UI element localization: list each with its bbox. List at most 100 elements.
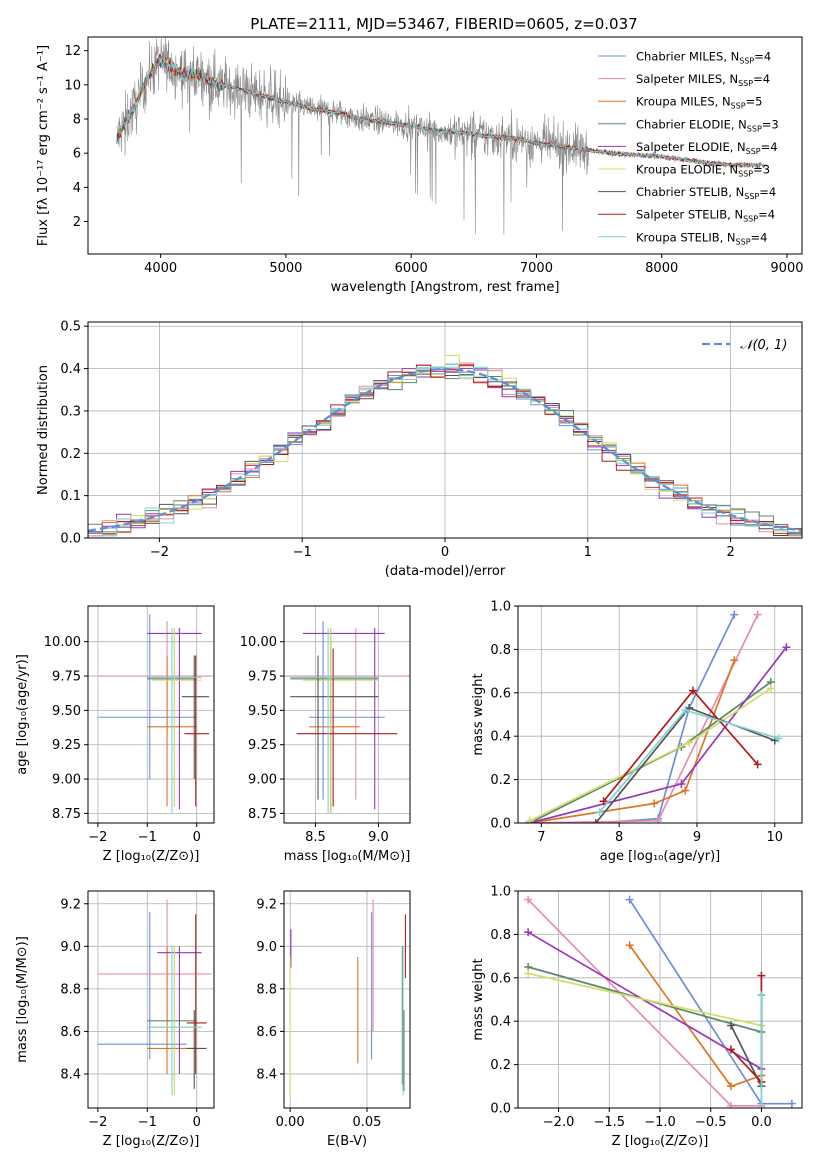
y-tick-label: 0.4 bbox=[60, 362, 81, 377]
weight-line-4 bbox=[527, 931, 762, 1070]
weight-marker-4 bbox=[524, 928, 533, 937]
y-tick-label: 0.6 bbox=[490, 686, 511, 701]
y-tick-label: 0.5 bbox=[60, 320, 81, 335]
weight-marker-0 bbox=[730, 610, 739, 619]
errorbar-point-6 bbox=[290, 655, 379, 800]
plot-area bbox=[284, 621, 410, 814]
x-tick-label: −2 bbox=[88, 1115, 107, 1130]
y-tick-label: 0.2 bbox=[490, 773, 511, 788]
y-tick-label: 2 bbox=[73, 215, 81, 230]
errorbar-point-8 bbox=[147, 627, 202, 814]
errorbar-point-8 bbox=[290, 627, 379, 814]
x-tick-label: 7 bbox=[537, 830, 545, 845]
weight-marker-0 bbox=[625, 895, 634, 904]
x-tick-label: 4000 bbox=[144, 261, 177, 276]
weight-marker-2 bbox=[650, 799, 659, 808]
weight-marker-4 bbox=[677, 779, 686, 788]
residual-histogram-5 bbox=[88, 355, 802, 537]
plot-area bbox=[524, 895, 796, 1108]
x-tick-label: 0.00 bbox=[276, 1115, 305, 1130]
y-tick-label: 12 bbox=[64, 44, 81, 59]
x-axis-label: wavelength [Angstrom, rest frame] bbox=[331, 280, 560, 295]
y-tick-label: 10.00 bbox=[240, 635, 277, 650]
x-tick-label: 0 bbox=[193, 1115, 201, 1130]
y-tick-label: 9.75 bbox=[52, 670, 81, 685]
y-axis-label: age [log₁₀(age/yr)] bbox=[15, 654, 30, 775]
weight-marker-7 bbox=[727, 1045, 735, 1054]
x-tick-label: 9000 bbox=[770, 261, 803, 276]
x-tick-label: −1 bbox=[293, 545, 312, 560]
x-tick-label: 6000 bbox=[395, 261, 428, 276]
y-tick-label: 0.4 bbox=[490, 1015, 511, 1030]
plot-area bbox=[525, 610, 791, 823]
x-axis-label: E(B-V) bbox=[327, 1134, 367, 1149]
x-tick-label: 8.5 bbox=[305, 830, 326, 845]
y-axis-label: mass weight bbox=[471, 958, 486, 1040]
x-tick-label: −0.5 bbox=[695, 1115, 727, 1130]
observed-spectrum bbox=[116, 37, 590, 235]
y-tick-label: 9.75 bbox=[248, 670, 277, 685]
x-tick-label: 1 bbox=[584, 545, 592, 560]
errorbar-point-7 bbox=[186, 914, 207, 1074]
figure-title: PLATE=2111, MJD=53467, FIBERID=0605, z=0… bbox=[250, 15, 637, 33]
x-axis-label: (data-model)/error bbox=[385, 564, 506, 579]
y-axis-label: mass [log₁₀(M/M⊙)] bbox=[15, 936, 30, 1063]
legend-label-1: Salpeter MILES, NSSP=4 bbox=[636, 72, 770, 88]
errorbar-point-7 bbox=[296, 648, 398, 807]
weight-line-5 bbox=[527, 972, 762, 1027]
weight-marker-5 bbox=[525, 816, 534, 823]
legend-label-6: Chabrier STELIB, NSSP=4 bbox=[636, 185, 776, 201]
y-tick-label: 9.2 bbox=[60, 897, 81, 912]
weight-marker-8 bbox=[757, 1104, 766, 1108]
gaussian-reference-curve bbox=[88, 367, 802, 532]
weight-marker-7 bbox=[689, 686, 698, 695]
x-tick-label: −1.0 bbox=[644, 1115, 676, 1130]
x-tick-label: −2 bbox=[150, 545, 169, 560]
x-axis-label: Z [log₁₀(Z/Z⊙)] bbox=[103, 1134, 200, 1149]
errorbar-point-8 bbox=[147, 946, 202, 1096]
x-tick-label: 2 bbox=[726, 545, 734, 560]
y-tick-label: 9.00 bbox=[52, 773, 81, 788]
y-tick-label: 0.0 bbox=[490, 1102, 511, 1117]
axes-frame bbox=[283, 890, 411, 1109]
weight-marker-1 bbox=[524, 895, 533, 904]
x-tick-label: −1 bbox=[138, 1115, 157, 1130]
y-tick-label: 8.6 bbox=[256, 1025, 277, 1040]
y-tick-label: 9.0 bbox=[60, 940, 81, 955]
errorbar-point-4 bbox=[157, 946, 202, 1074]
y-tick-label: 4 bbox=[73, 181, 81, 196]
y-tick-label: 0.0 bbox=[60, 532, 81, 547]
x-tick-label: 0.05 bbox=[352, 1115, 381, 1130]
errorbar-point-5 bbox=[302, 627, 379, 814]
panel-age-vs-Z: −2 −1 0 8.75 9.00 9.25 9.50 9.75 10.00 Z [log₁₀(Z… bbox=[15, 605, 215, 864]
y-tick-label: 9.0 bbox=[256, 940, 277, 955]
x-tick-label: −1.5 bbox=[593, 1115, 625, 1130]
errorbar-point-4 bbox=[302, 627, 385, 810]
legend-label-8: Kroupa STELIB, NSSP=4 bbox=[636, 230, 767, 246]
model-spectrum-8 bbox=[118, 56, 769, 169]
weight-marker-2 bbox=[730, 656, 739, 665]
y-tick-label: 8.75 bbox=[248, 807, 277, 822]
legend-label-5: Kroupa ELODIE, NSSP=3 bbox=[636, 163, 770, 179]
weight-marker-4 bbox=[782, 643, 791, 652]
x-axis-label: Z [log₁₀(Z/Z⊙)] bbox=[103, 849, 200, 864]
plot-area bbox=[116, 37, 769, 235]
legend-label-0: Chabrier MILES, NSSP=4 bbox=[636, 50, 771, 66]
y-tick-label: 0.3 bbox=[60, 404, 81, 419]
weight-marker-1 bbox=[654, 816, 663, 823]
weight-marker-5 bbox=[685, 738, 694, 747]
panel-age-vs-mass: 8.5 9.0 8.75 9.00 9.25 9.50 9.75 10.00 mass [log… bbox=[240, 605, 411, 864]
y-tick-label: 9.50 bbox=[248, 704, 277, 719]
x-axis-label: mass [log₁₀(M/M⊙)] bbox=[284, 849, 411, 864]
x-tick-label: 0 bbox=[441, 545, 449, 560]
x-tick-label: 7000 bbox=[520, 261, 553, 276]
y-tick-label: 1.0 bbox=[490, 600, 511, 615]
y-tick-label: 8.8 bbox=[60, 982, 81, 997]
weight-marker-8 bbox=[757, 991, 766, 1000]
legend-label-gaussian: 𝒩(0, 1) bbox=[740, 338, 787, 353]
weight-marker-2 bbox=[625, 941, 634, 950]
residual-histogram-7 bbox=[88, 364, 802, 537]
x-tick-label: 0.0 bbox=[751, 1115, 772, 1130]
y-tick-label: 0.0 bbox=[490, 817, 511, 832]
y-tick-label: 0.8 bbox=[490, 928, 511, 943]
